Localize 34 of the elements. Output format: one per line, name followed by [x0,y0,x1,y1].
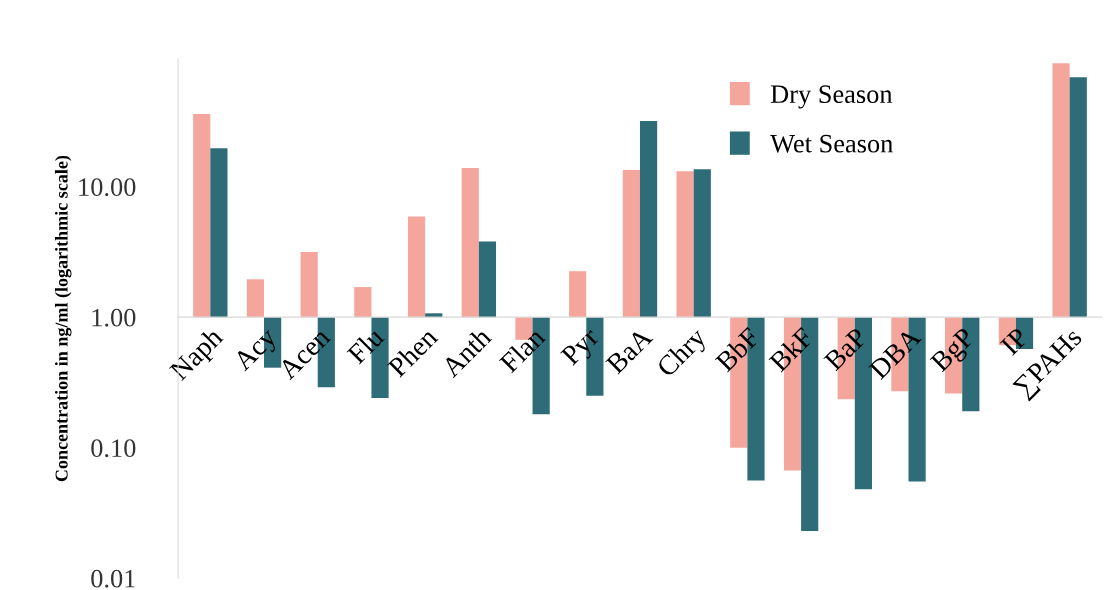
x-tick-label: Chry [655,325,712,382]
x-tick-label: Flu [345,325,385,365]
bar [676,171,694,318]
x-tick-label: Flan [498,325,547,374]
x-tick-label: Acy [232,326,282,376]
x-tick-label: Pyr [560,326,604,371]
bar [210,148,228,318]
bar [193,114,211,318]
legend-label: Dry Season [770,85,893,109]
y-axis-title: Concentration in ng/ml (logarithmic scale) [54,155,72,482]
bar [693,169,711,318]
bar [407,216,426,318]
bar [461,167,479,318]
x-tick-label: Anth [439,325,493,379]
bar [478,241,497,318]
legend-label: Wet Season [770,134,893,153]
bar [639,121,658,318]
x-tick-label: Phen [386,325,439,379]
bar [622,170,640,318]
bar [300,252,318,318]
y-tick-label: 1.00 [92,308,136,327]
bar [569,271,587,318]
y-tick-label: 0.10 [91,439,136,458]
x-tick-label: BaP [823,327,868,372]
x-tick-label: BkF [767,326,815,373]
bar [246,279,265,318]
bar [1069,77,1087,318]
x-tick-label: BbF [714,326,761,373]
y-tick-label: 10.00 [79,178,136,197]
x-tick-label: BaA [605,326,654,375]
x-tick-label: BgP [929,326,980,377]
bar [354,287,372,318]
y-tick-label: 0.01 [91,569,135,588]
bar [1052,63,1070,318]
